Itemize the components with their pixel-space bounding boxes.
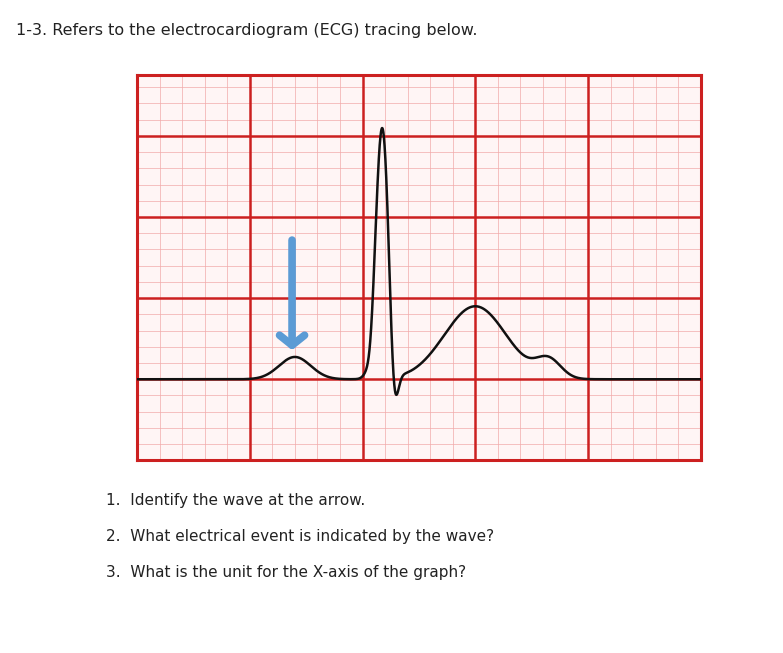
- Text: 1.  Identify the wave at the arrow.: 1. Identify the wave at the arrow.: [106, 493, 365, 508]
- Text: 1-3. Refers to the electrocardiogram (ECG) tracing below.: 1-3. Refers to the electrocardiogram (EC…: [16, 23, 477, 38]
- Text: 3.  What is the unit for the X-axis of the graph?: 3. What is the unit for the X-axis of th…: [106, 565, 466, 580]
- Text: 2.  What electrical event is indicated by the wave?: 2. What electrical event is indicated by…: [106, 529, 494, 544]
